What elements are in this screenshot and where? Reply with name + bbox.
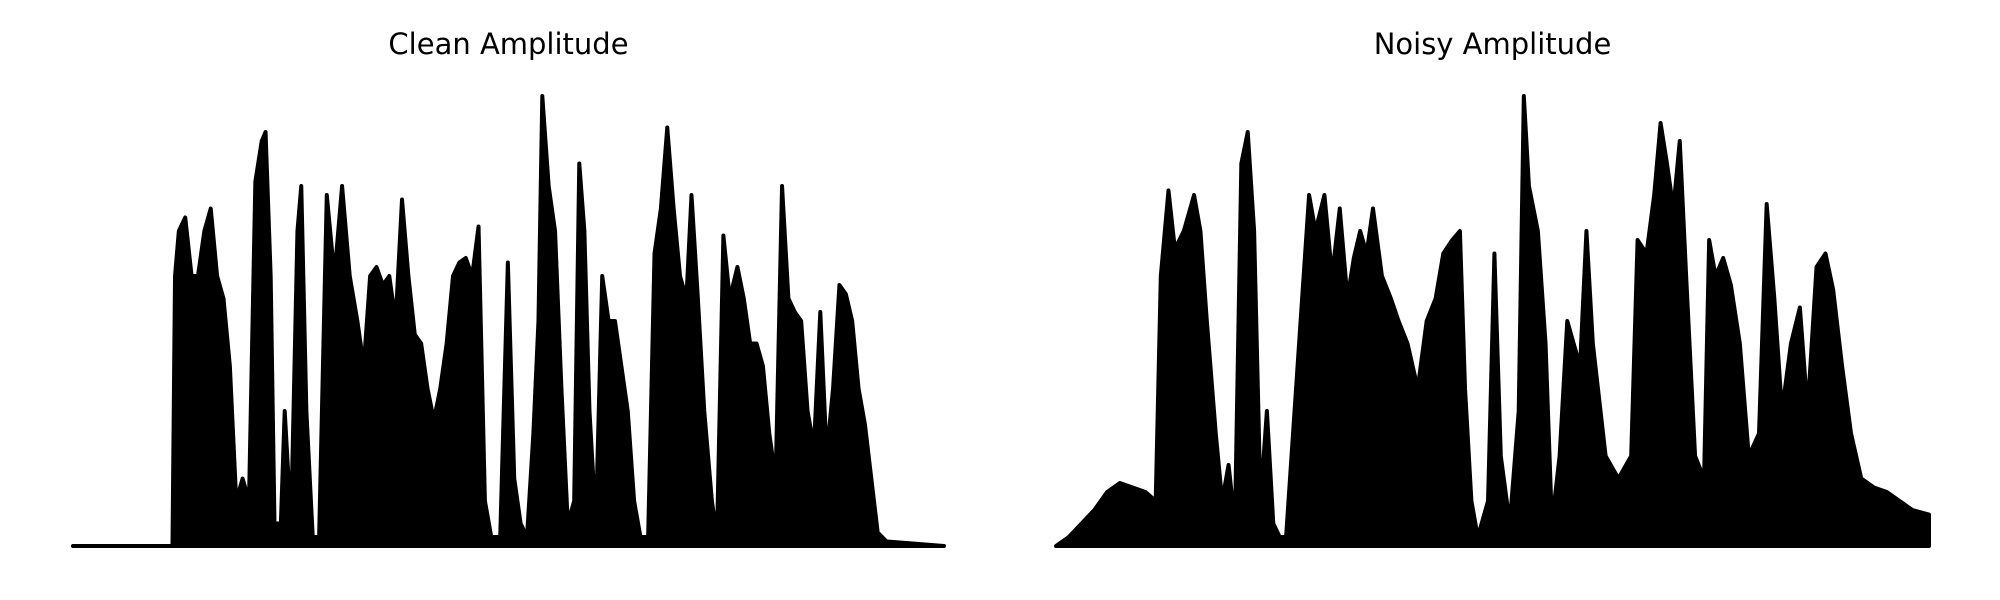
chart-title: Clean Amplitude	[388, 27, 628, 61]
chart-title: Noisy Amplitude	[1374, 27, 1612, 61]
amplitude-area	[1054, 94, 1931, 548]
amplitude-area	[71, 94, 946, 548]
